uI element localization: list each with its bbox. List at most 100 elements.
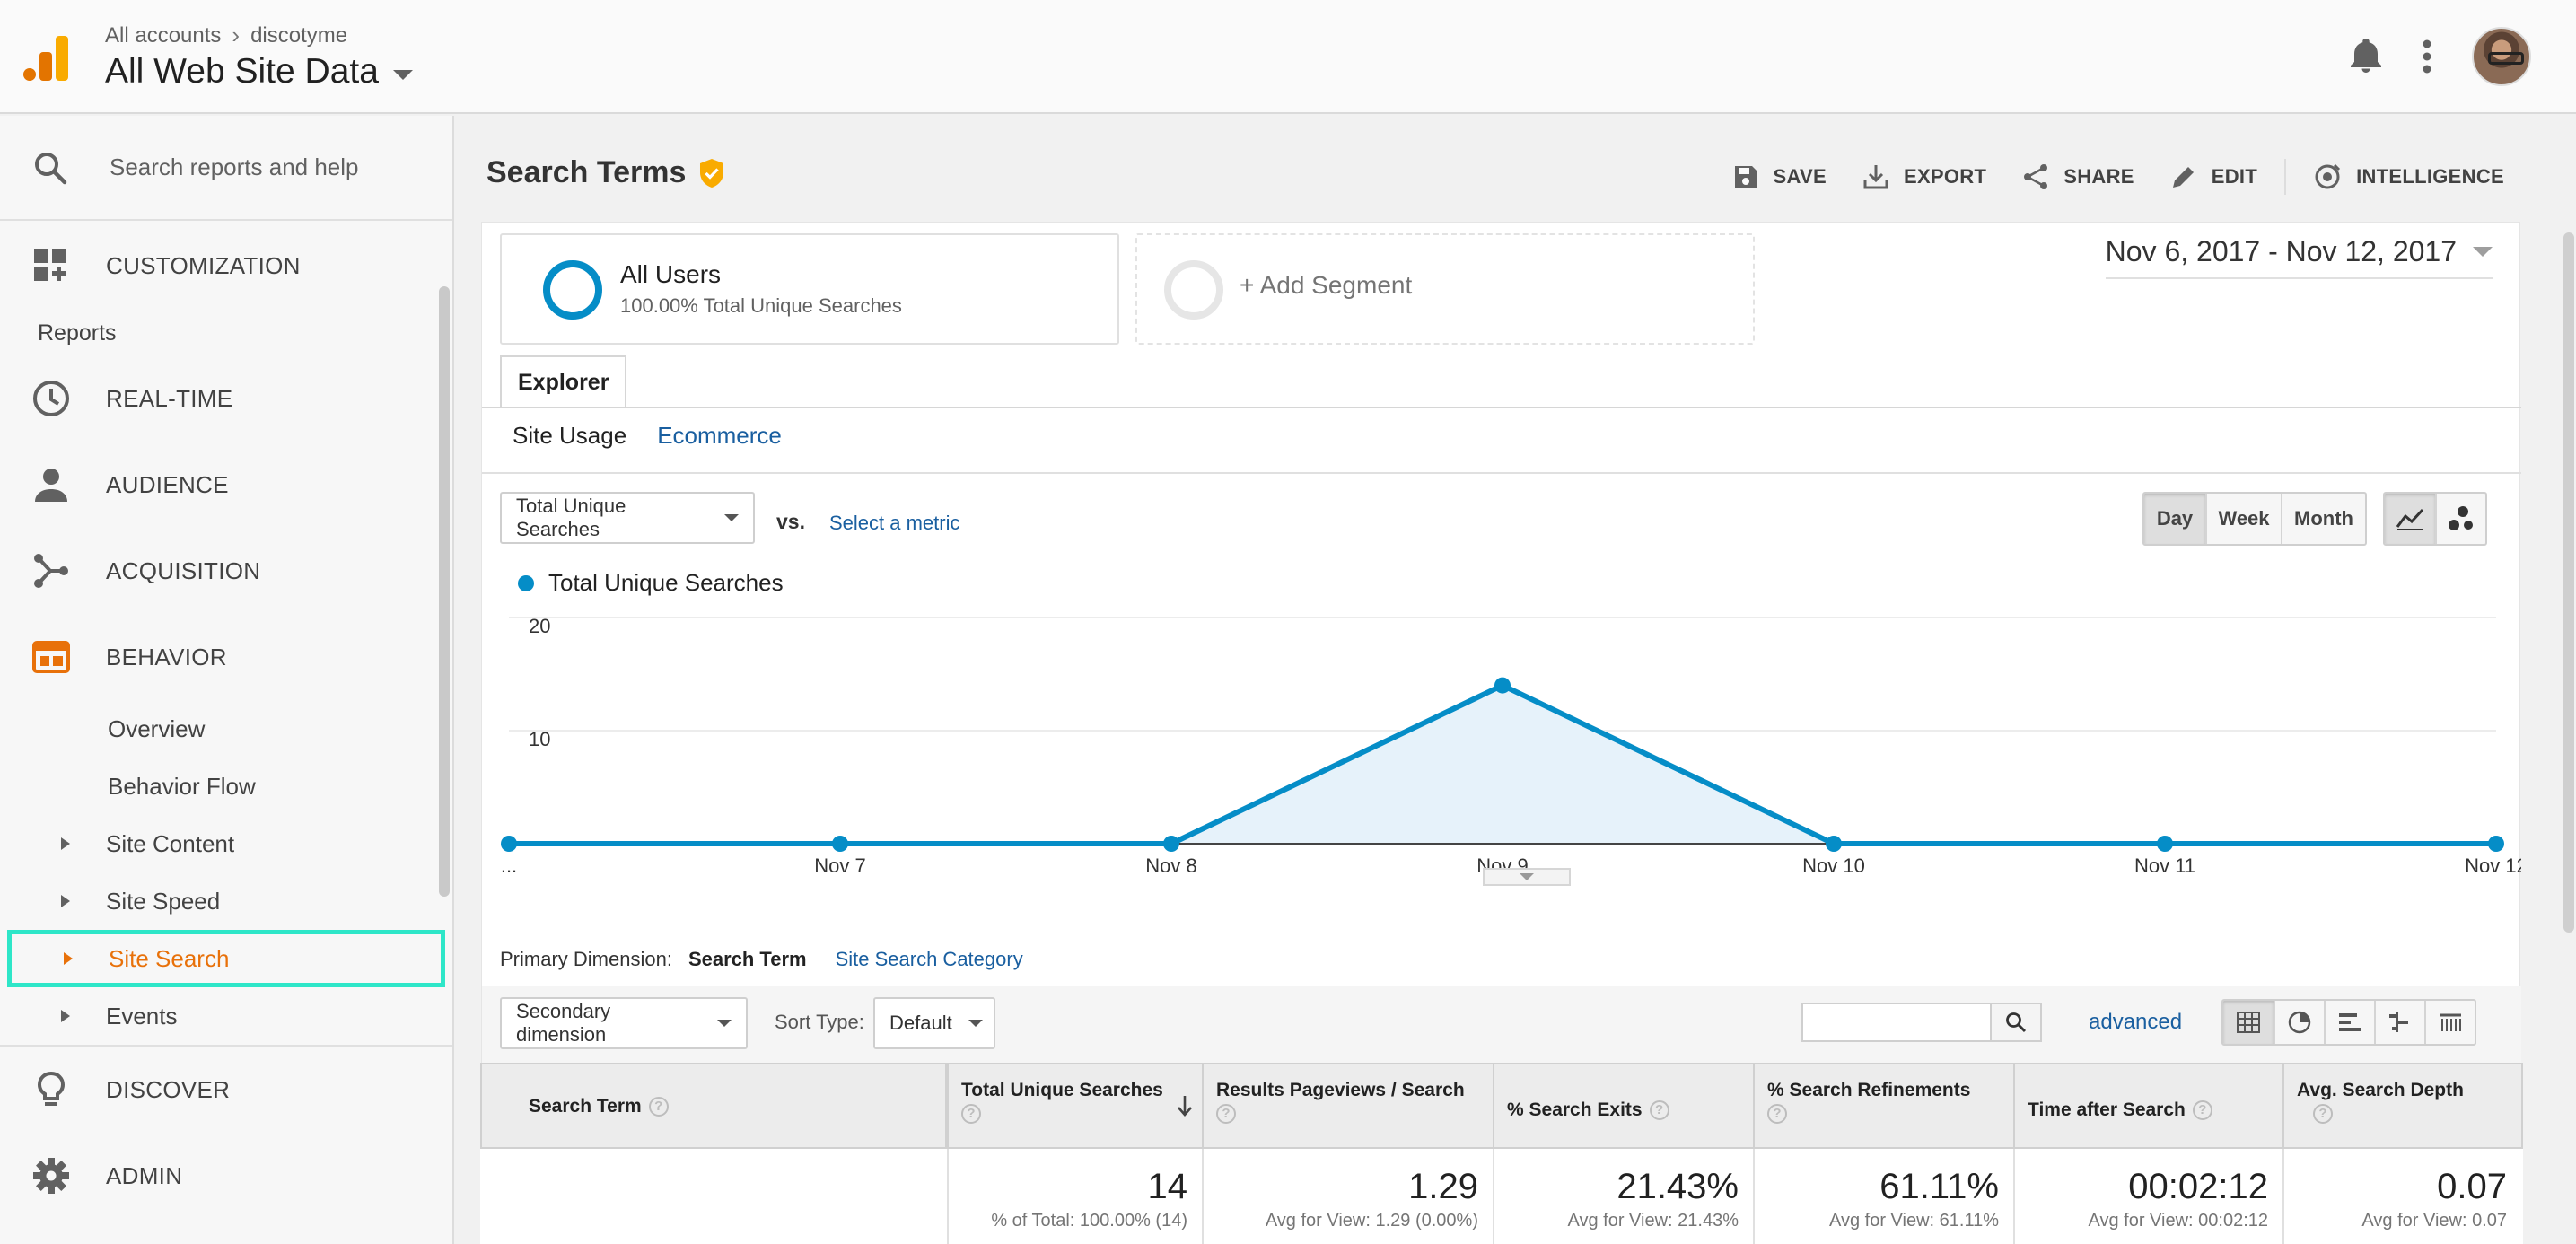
- percentage-view-button[interactable]: [2274, 1001, 2324, 1044]
- verified-shield-icon: [700, 158, 724, 188]
- download-icon: [1863, 165, 1888, 189]
- view-selector[interactable]: All Web Site Data: [105, 52, 413, 92]
- table-search-input[interactable]: [1803, 1004, 1990, 1040]
- help-icon[interactable]: ?: [1216, 1104, 1236, 1125]
- save-button[interactable]: SAVE: [1733, 164, 1827, 189]
- granularity-week-button[interactable]: Week: [2205, 494, 2281, 544]
- pivot-view-button[interactable]: [2424, 1001, 2475, 1044]
- sidebar-item-admin[interactable]: ADMIN: [0, 1133, 452, 1219]
- sidebar-subitem-label: Site Speed: [106, 887, 221, 915]
- share-button[interactable]: SHARE: [2022, 163, 2134, 190]
- sidebar-item-customization[interactable]: CUSTOMIZATION: [0, 221, 452, 311]
- sidebar-item-audience[interactable]: AUDIENCE: [0, 442, 452, 528]
- column-header-avg-search-depth[interactable]: Avg. Search Depth ?: [2282, 1063, 2523, 1149]
- column-header-total-unique-searches[interactable]: Total Unique Searches ?: [947, 1063, 1204, 1149]
- x-tick-label: Nov 11: [2134, 854, 2195, 877]
- granularity-month-button[interactable]: Month: [2281, 494, 2365, 544]
- legend-label: Total Unique Searches: [548, 569, 784, 596]
- sidebar-item-label: ADMIN: [106, 1161, 183, 1189]
- table-search: [1801, 1003, 2042, 1042]
- table-toolbar: Secondary dimension Sort Type: Default a…: [482, 986, 2521, 1063]
- help-icon[interactable]: ?: [961, 1104, 981, 1125]
- avatar[interactable]: [2472, 27, 2531, 86]
- page-scrollbar[interactable]: [2563, 232, 2574, 933]
- dashboard-plus-icon: [32, 247, 70, 285]
- x-tick-label: Nov 12: [2465, 854, 2521, 877]
- column-header-results-pageviews[interactable]: Results Pageviews / Search ?: [1202, 1063, 1494, 1149]
- caret-right-icon: [61, 895, 70, 907]
- primary-dimension-current[interactable]: Search Term: [688, 948, 807, 970]
- sidebar-subitem-overview[interactable]: Overview: [108, 714, 206, 742]
- breadcrumb-account[interactable]: discotyme: [250, 22, 348, 48]
- subtab-ecommerce[interactable]: Ecommerce: [657, 422, 782, 449]
- sort-type-label: Sort Type:: [775, 1011, 864, 1033]
- data-table-view-button[interactable]: [2223, 1001, 2274, 1044]
- sidebar-search[interactable]: Search reports and help: [0, 116, 452, 221]
- metric-dropdown[interactable]: Total Unique Searches: [500, 492, 755, 544]
- help-icon[interactable]: ?: [1767, 1104, 1787, 1125]
- select-metric-link[interactable]: Select a metric: [829, 512, 960, 534]
- more-vertical-icon[interactable]: [2422, 39, 2432, 74]
- report-title: Search Terms: [486, 155, 687, 189]
- data-point: [832, 836, 848, 852]
- date-range-picker[interactable]: Nov 6, 2017 - Nov 12, 2017: [2105, 235, 2493, 279]
- export-button[interactable]: EXPORT: [1862, 163, 1986, 190]
- caret-down-icon: [724, 514, 739, 521]
- breadcrumb[interactable]: All accounts › discotyme: [105, 22, 347, 49]
- caret-right-icon: [61, 837, 70, 850]
- sidebar-item-realtime[interactable]: REAL-TIME: [0, 355, 452, 442]
- sort-type-dropdown[interactable]: Default: [873, 997, 995, 1049]
- help-icon[interactable]: ?: [1649, 1100, 1669, 1121]
- granularity-day-button[interactable]: Day: [2144, 494, 2205, 544]
- sidebar-item-label: ACQUISITION: [106, 556, 261, 584]
- column-header-search-exits[interactable]: % Search Exits?: [1493, 1063, 1755, 1149]
- column-header-search-term[interactable]: Search Term?: [480, 1063, 947, 1149]
- explorer-tabs: Explorer: [500, 355, 627, 407]
- intelligence-button[interactable]: INTELLIGENCE: [2313, 162, 2504, 191]
- bell-icon[interactable]: [2350, 39, 2382, 74]
- caret-down-icon: [2473, 247, 2493, 257]
- merge-icon: [32, 552, 70, 590]
- sidebar-subitem-site-search[interactable]: Site Search: [7, 930, 445, 987]
- performance-view-button[interactable]: [2324, 1001, 2374, 1044]
- sidebar-item-discover[interactable]: DISCOVER: [0, 1047, 452, 1133]
- granularity-toggle: Day Week Month: [2142, 492, 2367, 546]
- sidebar-item-behavior[interactable]: BEHAVIOR: [0, 614, 452, 700]
- totals-cell: 14 % of Total: 100.00% (14): [947, 1149, 1204, 1244]
- segment-all-users[interactable]: All Users 100.00% Total Unique Searches: [500, 233, 1119, 345]
- person-icon: [32, 466, 70, 504]
- analytics-logo-icon[interactable]: [22, 34, 70, 83]
- sidebar-subitem-behavior-flow[interactable]: Behavior Flow: [108, 772, 256, 800]
- breadcrumb-root[interactable]: All accounts: [105, 22, 222, 48]
- secondary-dimension-dropdown[interactable]: Secondary dimension: [500, 997, 748, 1049]
- help-icon[interactable]: ?: [2192, 1100, 2212, 1121]
- sidebar-subitem-label: Events: [106, 1002, 178, 1029]
- table-search-button[interactable]: [1990, 1004, 2040, 1040]
- help-icon[interactable]: ?: [648, 1097, 669, 1117]
- motion-chart-button[interactable]: [2435, 494, 2485, 544]
- view-name: All Web Site Data: [105, 52, 379, 91]
- edit-button[interactable]: EDIT: [2170, 163, 2257, 190]
- column-header-search-refinements[interactable]: % Search Refinements ?: [1753, 1063, 2015, 1149]
- intelligence-label: INTELLIGENCE: [2356, 165, 2504, 188]
- sidebar-subitem-site-speed[interactable]: Site Speed: [0, 872, 452, 930]
- x-tick-label: ...: [501, 854, 517, 877]
- column-header-time-after-search[interactable]: Time after Search?: [2013, 1063, 2284, 1149]
- line-chart-button[interactable]: [2385, 494, 2435, 544]
- tab-explorer[interactable]: Explorer: [500, 355, 627, 407]
- sidebar-scrollbar[interactable]: [439, 286, 450, 897]
- help-icon[interactable]: ?: [2313, 1104, 2333, 1125]
- explorer-subtabs: Site Usage Ecommerce: [513, 422, 782, 450]
- subtab-site-usage[interactable]: Site Usage: [513, 422, 627, 449]
- add-segment-button[interactable]: + Add Segment: [1135, 233, 1755, 345]
- sidebar-subitem-events[interactable]: Events: [0, 987, 452, 1045]
- primary-dimension-alt-link[interactable]: Site Search Category: [835, 948, 1023, 970]
- sidebar-item-acquisition[interactable]: ACQUISITION: [0, 528, 452, 614]
- advanced-filter-link[interactable]: advanced: [2089, 1010, 2183, 1034]
- comparison-view-button[interactable]: [2374, 1001, 2424, 1044]
- x-tick-label: Nov 7: [814, 854, 865, 877]
- sidebar-subitem-site-content[interactable]: Site Content: [0, 815, 452, 872]
- metric-dropdown-value: Total Unique Searches: [516, 495, 626, 540]
- sidebar-item-label: DISCOVER: [106, 1075, 231, 1103]
